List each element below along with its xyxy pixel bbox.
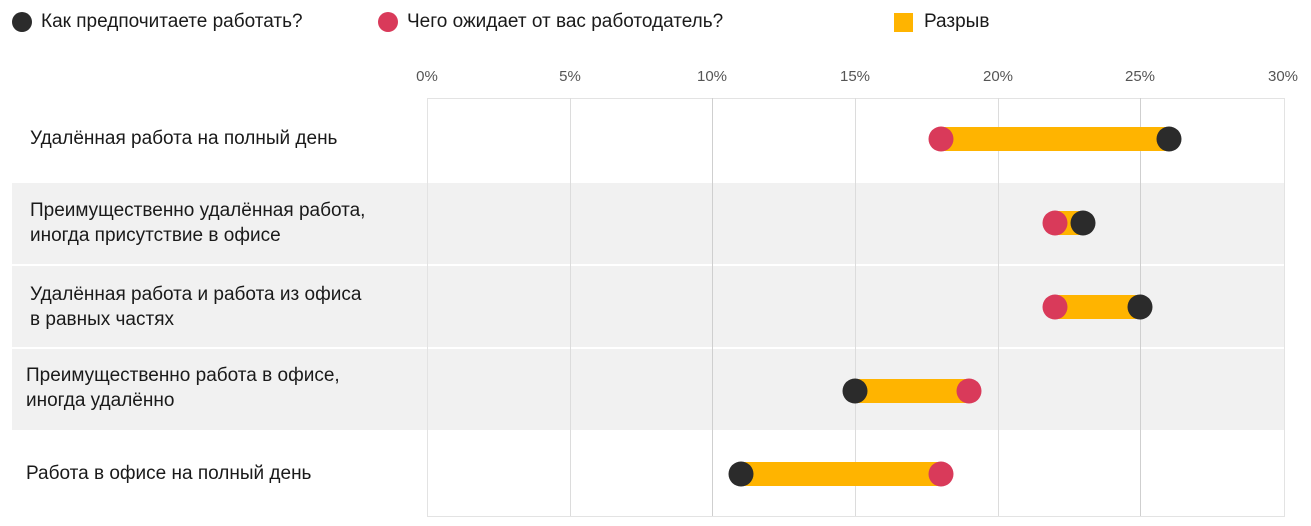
plot-frame [427,98,1285,517]
legend-item-preferred: Как предпочитаете работать? [12,8,303,36]
preferred-dot [1127,294,1153,320]
employer-expectation-dot [956,378,982,404]
row-label-4: Преимущественно работа в офисе, иногда у… [26,363,340,413]
gap-bar [1054,295,1141,319]
preferred-dot [1156,126,1182,152]
row-label-line: Преимущественно работа в офисе, [26,365,340,386]
gap-bar [940,127,1169,151]
gridline-10 [712,98,713,516]
x-tick-25: 25% [1124,68,1156,85]
x-tick-0: 0% [416,68,438,85]
row-label-line: Удалённая работа и работа из офиса [30,284,362,305]
gap-bar [855,379,970,403]
gridline-5 [570,98,571,516]
preferred-dot [1070,210,1096,236]
plot-area: Удалённая работа на полный день Преимуще… [12,98,1285,517]
employer-expectation-dot [1042,210,1068,236]
employer-expectation-dot [1042,294,1068,320]
legend-item-employer: Чего ожидает от вас работодатель? [378,8,723,36]
preferred-dot [728,461,754,487]
row-label-line: иногда удалённо [26,390,175,411]
gridline-15 [855,98,856,516]
row-label-5: Работа в офисе на полный день [26,461,311,486]
employer-expectation-dot [928,461,954,487]
row-label-1: Удалённая работа на полный день [30,126,337,151]
row-label-2: Преимущественно удалённая работа, иногда… [30,198,365,248]
row-label-3: Удалённая работа и работа из офиса в рав… [30,282,361,332]
legend-label-gap: Разрыв [924,11,990,32]
row-background [12,431,1284,516]
gap-bar [740,462,941,486]
x-axis-ticks: 0% 5% 10% 15% 20% 25% 30% [0,68,1311,90]
legend-item-gap: Разрыв [894,8,989,36]
x-tick-5: 5% [559,68,581,85]
legend-label-employer: Чего ожидает от вас работодатель? [407,11,724,32]
red-circle-icon [378,12,398,32]
preferred-dot [842,378,868,404]
row-label-line: Работа в офисе на полный день [26,463,312,484]
row-label-line: Удалённая работа на полный день [30,128,338,149]
employer-expectation-dot [928,126,954,152]
chart-legend: Как предпочитаете работать? Чего ожидает… [12,8,1302,36]
row-label-line: в равных частях [30,309,174,330]
row-background [12,349,1284,430]
x-tick-30: 30% [1267,68,1299,85]
yellow-square-icon [894,12,913,32]
x-tick-15: 15% [839,68,871,85]
row-label-line: Преимущественно удалённая работа, [30,200,366,221]
row-label-line: иногда присутствие в офисе [30,225,281,246]
x-tick-20: 20% [982,68,1014,85]
x-tick-10: 10% [696,68,728,85]
gridline-20 [998,98,999,516]
dark-circle-icon [12,12,32,32]
legend-label-preferred: Как предпочитаете работать? [41,11,303,32]
